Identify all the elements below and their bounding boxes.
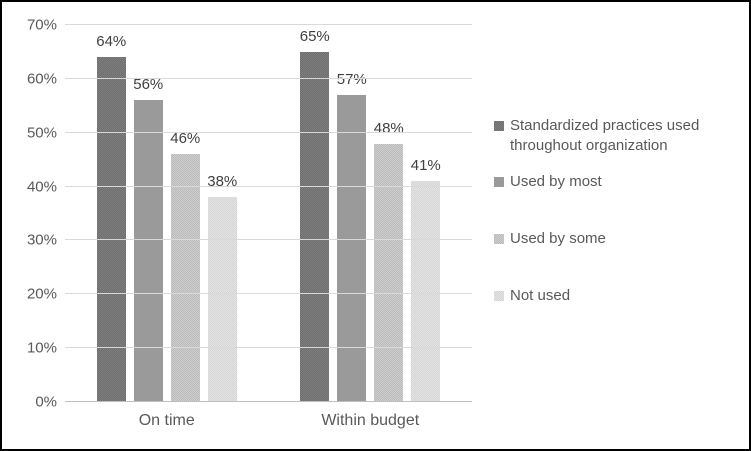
legend-label: Not used [510,287,571,304]
legend-label: Used by some [510,230,606,247]
legend-item: Standardized practices used throughout o… [494,116,746,156]
y-tick-label: 30% [26,231,57,249]
data-label: 41% [410,157,441,175]
legend-label: Used by most [510,173,602,190]
bar: 38% [207,173,237,402]
bar-groups: 64% 56% 46% 38% 65% 57% 48% 41% [65,25,472,402]
bar: 56% [133,76,163,402]
data-label: 56% [133,76,164,94]
gridline [65,239,472,241]
data-label: 65% [299,27,330,45]
x-axis-line [65,401,472,402]
bar-group: 65% 57% 48% 41% [269,25,473,402]
legend-marker-icon [494,121,504,131]
data-label: 46% [170,130,201,148]
y-tick-label: 60% [26,70,57,88]
bar: 65% [300,28,330,402]
gridline [65,131,472,133]
y-tick-label: 70% [26,16,57,34]
plot-area: 64% 56% 46% 38% 65% 57% 48% 41% [65,24,472,402]
category-label: On time [138,412,195,429]
category-label: Within budget [321,412,420,429]
legend-marker-icon [494,177,504,187]
legend-label: Standardized practices used throughout o… [510,117,700,154]
gridline [65,347,472,349]
bar: 41% [411,157,441,402]
data-label: 38% [207,173,238,191]
y-tick-label: 50% [26,124,57,142]
data-label: 64% [96,33,127,51]
legend-item: Used by most [494,172,746,192]
legend-marker-icon [494,234,504,244]
gridline [65,24,472,25]
bar-group: 64% 56% 46% 38% [65,25,269,402]
legend-item: Used by some [494,229,746,249]
bar: 46% [170,130,200,402]
bar: 48% [374,120,404,402]
y-tick-label: 20% [26,285,57,303]
gridline [65,293,472,295]
y-tick-label: 0% [35,393,57,411]
gridline [65,185,472,187]
x-axis: On time Within budget [65,412,472,430]
data-label: 48% [373,119,404,137]
bar: 64% [96,33,126,402]
gridline [65,77,472,79]
y-tick-label: 10% [26,339,57,357]
legend-item: Not used [494,286,746,306]
y-tick-label: 40% [26,178,57,196]
bar: 57% [337,71,367,402]
legend-marker-icon [494,291,504,301]
legend: Standardized practices used throughout o… [494,116,746,343]
data-label: 57% [336,71,367,89]
y-axis: 70% 60% 50% 40% 30% 20% 10% 0% [2,17,57,411]
